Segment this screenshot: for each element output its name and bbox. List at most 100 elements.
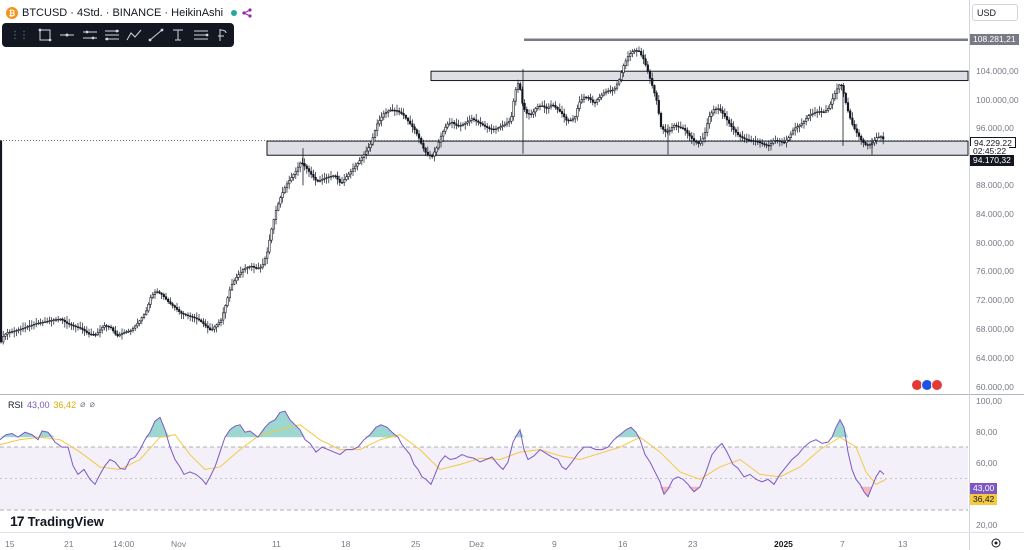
heikin-ashi-candle	[19, 325, 22, 336]
heikin-ashi-candle	[800, 118, 803, 128]
heikin-ashi-candle	[101, 325, 104, 334]
candle-body	[655, 92, 658, 101]
heikin-ashi-candle	[723, 108, 726, 119]
candle-body	[365, 150, 368, 155]
candle-body	[235, 277, 238, 282]
candle-body	[809, 113, 812, 116]
candle-body	[466, 121, 469, 124]
rsi-hidden-icon[interactable]: ⌀	[80, 399, 86, 409]
heikin-ashi-candle	[450, 118, 454, 129]
candle-body	[688, 132, 691, 137]
heikin-ashi-candle	[369, 140, 372, 152]
heikin-ashi-candle	[659, 111, 663, 130]
candle-body	[373, 130, 377, 138]
heikin-ashi-candle	[200, 318, 203, 323]
candle-body	[690, 135, 693, 139]
candle-body	[191, 316, 194, 318]
events-flags-icon[interactable]	[911, 379, 943, 391]
drawing-toolbar[interactable]: ⋮⋮	[2, 23, 234, 47]
heikin-ashi-candle	[246, 266, 249, 275]
heikin-ashi-candle	[439, 132, 443, 148]
heikin-ashi-candle	[653, 84, 656, 97]
candle-body	[197, 318, 201, 321]
heikin-ashi-candle	[602, 89, 605, 97]
candle-body	[756, 141, 759, 143]
candle-body	[109, 326, 113, 329]
candle-body	[758, 141, 762, 144]
heikin-ashi-candle	[530, 109, 533, 118]
candle-body	[85, 330, 88, 333]
heikin-ashi-candle	[772, 137, 775, 146]
candle-body	[57, 318, 60, 321]
candle-body	[332, 175, 335, 177]
candle-body	[684, 128, 687, 131]
candle-body	[505, 122, 509, 125]
heikin-ashi-candle	[805, 115, 808, 126]
candle-body	[780, 140, 784, 143]
rsi-hidden-icon[interactable]: ⌀	[89, 399, 95, 409]
heikin-ashi-candle	[299, 161, 302, 173]
candle-body	[510, 116, 513, 122]
heikin-ashi-candle	[107, 324, 110, 331]
candle-body	[468, 119, 471, 123]
candle-body	[193, 316, 196, 319]
heikin-ashi-candle	[167, 297, 170, 304]
horizontal-ray-icon[interactable]	[212, 25, 234, 45]
trend-line-icon[interactable]	[145, 25, 167, 45]
heikin-ashi-candle	[866, 142, 869, 150]
candle-body	[233, 280, 236, 285]
currency-selector[interactable]: USD	[972, 4, 1018, 21]
heikin-ashi-candle	[189, 312, 192, 321]
heikin-ashi-candle	[17, 327, 20, 334]
candle-body	[151, 294, 154, 298]
heikin-ashi-candle	[543, 100, 546, 113]
ray-price-tag: 108.281,21	[970, 34, 1019, 45]
drawing-annotations[interactable]	[0, 38, 969, 156]
path-icon[interactable]	[123, 25, 145, 45]
heikin-ashi-candle	[475, 113, 478, 126]
candle-body	[180, 311, 183, 314]
candle-body	[668, 130, 671, 132]
rsi-value: 43,00	[27, 399, 50, 410]
heikin-ashi-candle	[314, 171, 317, 186]
candle-body	[461, 124, 465, 126]
rsi-legend[interactable]: RSI 43,00 36,42 ⌀ ⌀	[8, 399, 95, 410]
horizontal-line-icon[interactable]	[56, 25, 78, 45]
candle-body	[860, 136, 863, 141]
heikin-ashi-candle	[565, 114, 568, 126]
symbol-legend[interactable]: ₿ BTCUSD · 4Std. · BINANCE · HeikinAshi	[6, 5, 253, 21]
heikin-ashi-candle	[752, 138, 755, 145]
heikin-ashi-candle	[822, 109, 825, 114]
heikin-ashi-candle	[695, 139, 698, 145]
settings-gear-icon[interactable]	[990, 537, 1002, 549]
fib-retracement-icon[interactable]	[101, 25, 123, 45]
candle-body	[532, 111, 535, 115]
candle-body	[593, 101, 597, 104]
candle-body	[778, 140, 781, 142]
heikin-ashi-candle	[230, 278, 234, 292]
share-icon[interactable]	[241, 7, 253, 19]
heikin-ashi-candle	[310, 166, 313, 179]
heikin-ashi-candle	[156, 288, 159, 294]
heikin-ashi-candle	[820, 107, 823, 118]
candle-body	[822, 111, 825, 113]
tradingview-logo[interactable]: 17 TradingView	[10, 513, 104, 529]
candle-body	[585, 96, 588, 99]
candle-body	[527, 113, 531, 115]
candle-body	[798, 124, 801, 127]
heikin-ashi-candle	[303, 158, 306, 171]
candle-body	[6, 332, 9, 335]
candle-body	[257, 267, 260, 270]
heikin-ashi-candle	[387, 109, 390, 118]
parallel-channel-icon[interactable]	[78, 25, 100, 45]
rsi-ma-tag: 36,42	[970, 494, 998, 505]
drag-handle-icon[interactable]: ⋮⋮	[10, 29, 29, 41]
candle-body	[420, 137, 423, 144]
candle-body	[272, 219, 275, 230]
rectangle-tool-icon[interactable]	[34, 25, 56, 45]
candle-body	[622, 65, 625, 73]
text-tool-icon[interactable]	[167, 25, 189, 45]
candle-body	[754, 140, 757, 142]
long-position-icon[interactable]	[190, 25, 212, 45]
